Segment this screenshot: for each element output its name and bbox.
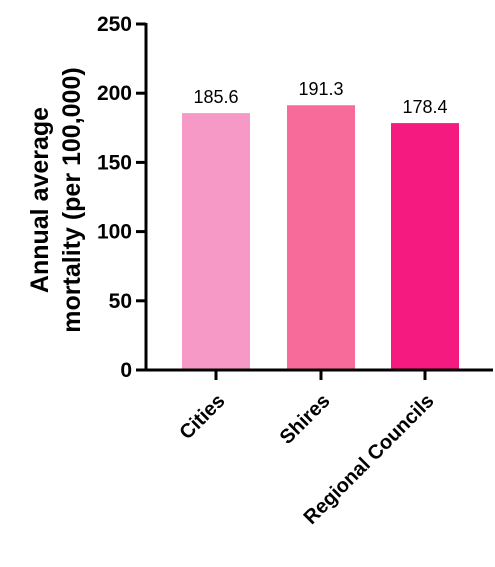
y-tick-label: 50	[109, 290, 132, 313]
bar-regional-councils	[391, 123, 459, 371]
x-tick-label: Shires	[276, 390, 335, 449]
y-tick-label: 250	[97, 13, 132, 36]
data-label: 185.6	[193, 87, 238, 107]
y-tick-label: 150	[97, 151, 132, 174]
y-axis-title: Annual average mortality (per 100,000)	[26, 67, 86, 332]
plot-area: 185.6 191.3 178.4 0 50 100 150 200 250 Cities Shir…	[97, 13, 493, 529]
y-axis-title-line-2: mortality (per 100,000)	[58, 67, 86, 332]
y-tick-label: 200	[97, 82, 132, 105]
data-label: 191.3	[298, 79, 343, 99]
data-label: 178.4	[402, 97, 447, 117]
y-tick-label: 0	[120, 359, 132, 382]
x-tick-label: Cities	[175, 390, 229, 444]
y-axis-title-line-1: Annual average	[26, 107, 54, 293]
y-tick-label: 100	[97, 221, 132, 244]
bar-cities	[182, 113, 250, 370]
bar-shires	[287, 105, 355, 371]
